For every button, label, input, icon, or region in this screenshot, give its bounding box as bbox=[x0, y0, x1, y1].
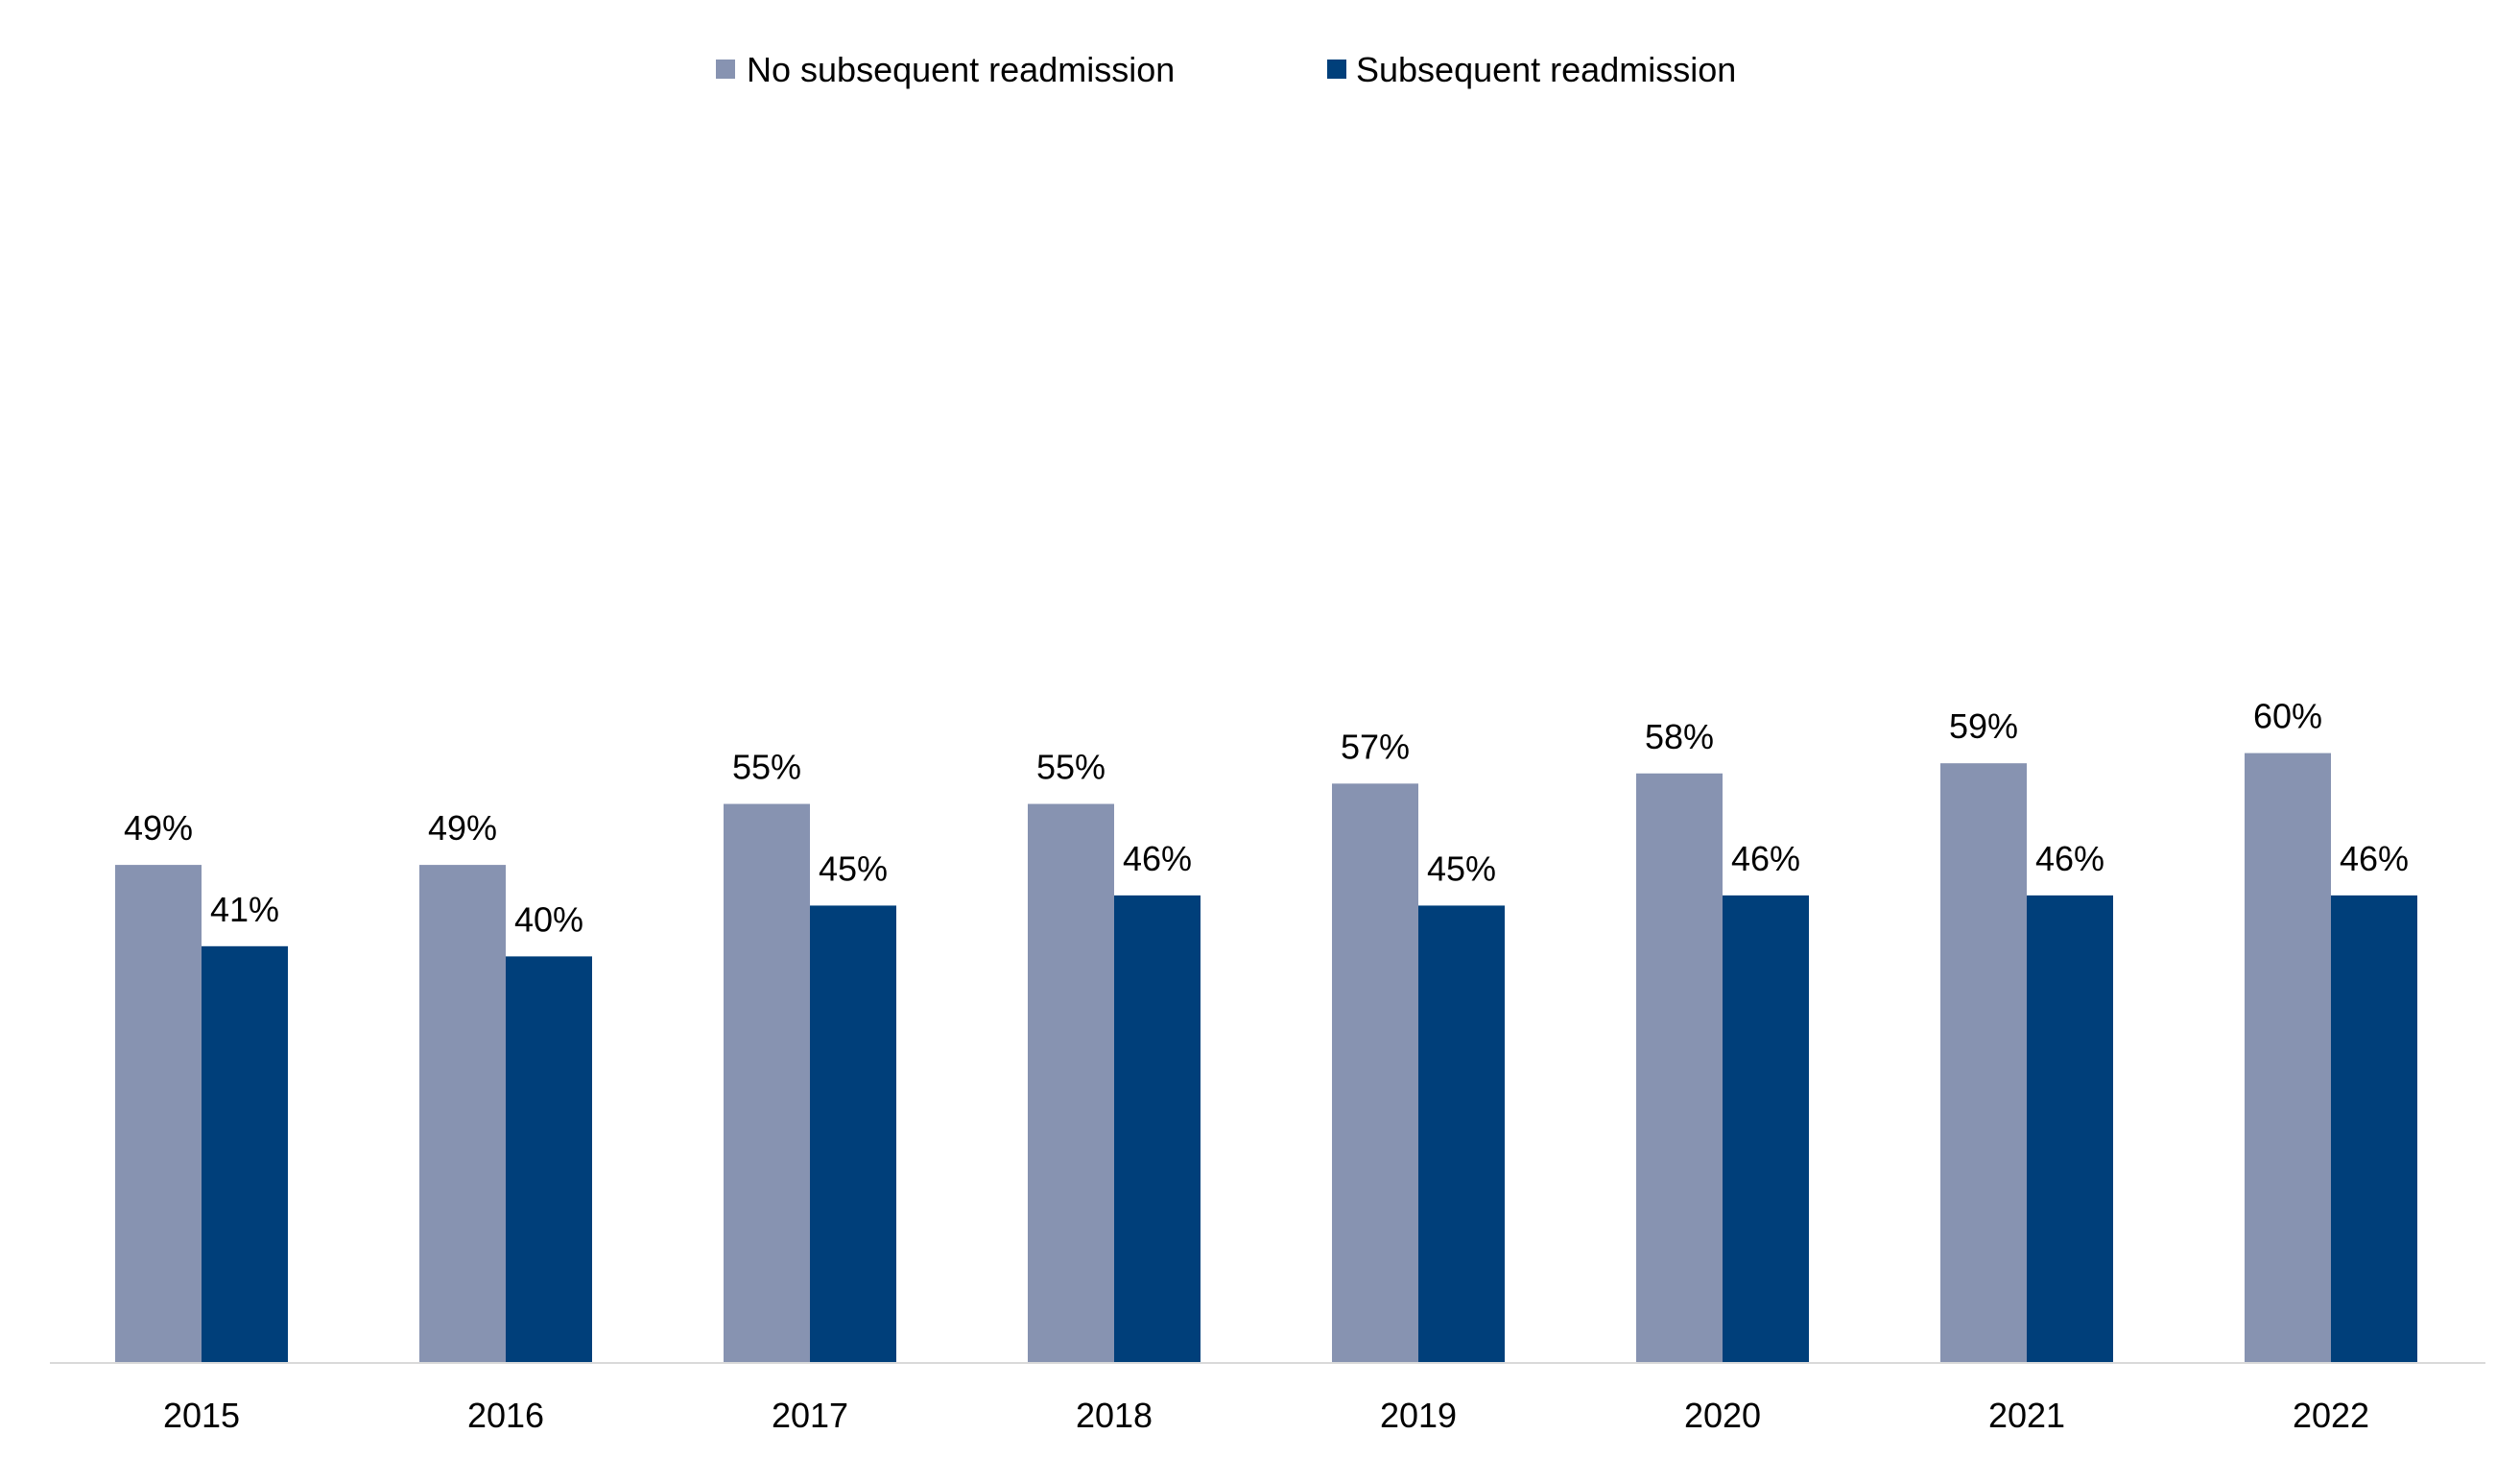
bar-subsequent-readmission-2019 bbox=[1418, 905, 1505, 1363]
data-label-subsequent-readmission-2021: 46% bbox=[2035, 839, 2104, 878]
bar-subsequent-readmission-2016 bbox=[506, 956, 592, 1363]
data-label-no-subsequent-readmission-2015: 49% bbox=[124, 808, 193, 848]
data-label-subsequent-readmission-2017: 45% bbox=[819, 849, 888, 888]
x-tick-label-2018: 2018 bbox=[1076, 1396, 1153, 1435]
data-label-no-subsequent-readmission-2016: 49% bbox=[428, 808, 497, 848]
bar-no-subsequent-readmission-2022 bbox=[2245, 753, 2331, 1363]
x-axis-tick-labels: 2015 2016 2017 2018 2019 2020 2021 2022 bbox=[163, 1396, 2369, 1435]
data-label-no-subsequent-readmission-2021: 59% bbox=[1949, 706, 2018, 746]
bar-subsequent-readmission-2022 bbox=[2331, 895, 2417, 1363]
data-label-subsequent-readmission-2022: 46% bbox=[2340, 839, 2409, 878]
bar-no-subsequent-readmission-2015 bbox=[115, 865, 202, 1363]
legend-label-subsequent-readmission: Subsequent readmission bbox=[1356, 50, 1736, 89]
bar-subsequent-readmission-2017 bbox=[810, 905, 896, 1363]
data-label-subsequent-readmission-2015: 41% bbox=[210, 890, 279, 929]
x-tick-label-2015: 2015 bbox=[163, 1396, 240, 1435]
data-label-subsequent-readmission-2018: 46% bbox=[1123, 839, 1192, 878]
x-tick-label-2021: 2021 bbox=[1988, 1396, 2065, 1435]
x-tick-label-2022: 2022 bbox=[2293, 1396, 2369, 1435]
bar-no-subsequent-readmission-2019 bbox=[1332, 783, 1418, 1363]
legend: No subsequent readmission Subsequent rea… bbox=[716, 50, 1736, 89]
legend-swatch-no-subsequent-readmission bbox=[716, 60, 735, 79]
bar-no-subsequent-readmission-2018 bbox=[1028, 803, 1114, 1363]
bar-subsequent-readmission-2020 bbox=[1723, 895, 1809, 1363]
bar-subsequent-readmission-2021 bbox=[2027, 895, 2113, 1363]
bar-subsequent-readmission-2015 bbox=[202, 945, 288, 1363]
x-tick-label-2017: 2017 bbox=[772, 1396, 848, 1435]
bar-no-subsequent-readmission-2016 bbox=[419, 865, 506, 1363]
x-tick-label-2016: 2016 bbox=[467, 1396, 544, 1435]
bar-no-subsequent-readmission-2021 bbox=[1940, 763, 2027, 1363]
data-label-subsequent-readmission-2016: 40% bbox=[514, 899, 583, 939]
data-label-no-subsequent-readmission-2019: 57% bbox=[1341, 727, 1410, 766]
legend-swatch-subsequent-readmission bbox=[1327, 60, 1346, 79]
legend-label-no-subsequent-readmission: No subsequent readmission bbox=[747, 50, 1175, 89]
bar-no-subsequent-readmission-2020 bbox=[1636, 773, 1723, 1363]
data-label-no-subsequent-readmission-2020: 58% bbox=[1645, 717, 1714, 756]
data-label-subsequent-readmission-2019: 45% bbox=[1427, 849, 1496, 888]
plot-area: 49% 41% 49% 40% 55% 45% 55% 46% 57% 45% 58% 46% 59% 4… bbox=[115, 697, 2417, 1363]
bar-no-subsequent-readmission-2017 bbox=[724, 803, 810, 1363]
x-tick-label-2019: 2019 bbox=[1380, 1396, 1457, 1435]
x-tick-label-2020: 2020 bbox=[1684, 1396, 1761, 1435]
data-label-no-subsequent-readmission-2017: 55% bbox=[732, 748, 801, 787]
bar-subsequent-readmission-2018 bbox=[1114, 895, 1201, 1363]
data-label-subsequent-readmission-2020: 46% bbox=[1731, 839, 1800, 878]
data-label-no-subsequent-readmission-2022: 60% bbox=[2253, 697, 2322, 736]
data-label-no-subsequent-readmission-2018: 55% bbox=[1036, 748, 1105, 787]
